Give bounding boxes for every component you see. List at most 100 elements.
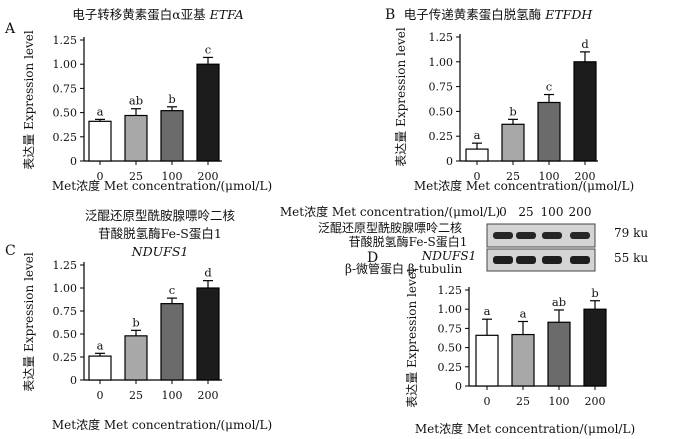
y-tick-label: 0.75 [53,305,78,318]
y-tick-label: 1.25 [53,259,78,272]
bar [160,303,184,381]
bar [511,333,535,387]
blot-band [516,232,536,239]
significance-label: b [509,104,516,118]
chart-panel-d: D 表达量 Expression level Met浓度 Met concentra… [367,250,635,436]
x-axis-label: Met浓度 Met concentration/(μmol/L) [415,421,635,436]
significance-label: ab [129,94,143,108]
x-tick-label: 0 [474,170,481,183]
significance-label: c [205,42,211,56]
y-tick-label: 0.50 [53,328,78,341]
x-tick-label: 0 [484,395,491,408]
significance-label: a [97,338,104,352]
y-tick-label: 0.75 [429,81,454,94]
significance-label: b [132,315,139,329]
blot-membrane-tubulin [486,248,596,272]
blot-row-gene: β-tubulin [408,262,463,276]
chart-title-text: 电子转移黄素蛋白α亚基 [72,7,206,22]
blot-row-name-line1: 泛醌还原型酰胺腺嘌呤二核 [318,220,462,235]
y-tick-label: 0 [446,155,453,168]
y-tick-label: 0.75 [53,82,78,95]
bar [573,61,597,162]
blot-membrane-ndufs1 [486,223,596,248]
y-tick-label: 1.00 [53,282,78,295]
y-tick-label: 1.25 [438,284,463,297]
x-tick-label: 25 [506,170,520,183]
chart-title: 电子传递黄素蛋白脱氢酶 ETFDH [404,7,594,22]
y-tick-label: 1.25 [429,31,454,44]
blot-band [570,232,590,239]
significance-label: c [169,283,175,297]
significance-label: a [484,304,491,318]
y-tick-label: 1.00 [53,58,78,71]
y-tick-label: 1.25 [53,34,78,47]
y-tick-label: 1.00 [438,303,463,316]
y-tick-label: 0 [455,380,462,393]
significance-label: b [168,92,175,106]
y-tick-label: 0.25 [438,361,463,374]
y-tick-label: 0 [70,374,77,387]
blot-row-gene: NDUFS1 [421,249,476,263]
blot-header-label: Met浓度 Met concentration/(μmol/L) [280,204,500,219]
significance-label: d [204,266,212,280]
x-tick-label: 100 [162,389,183,402]
blot-lane-label: 200 [569,205,592,219]
western-blot: Met浓度 Met concentration/(μmol/L) 0 25 100 20… [280,204,648,276]
y-tick-label: 0.25 [429,130,454,143]
bar [547,321,571,387]
x-tick-label: 0 [97,170,104,183]
y-tick-label: 0 [70,155,77,168]
bar [583,308,607,387]
significance-label: c [546,80,552,94]
y-axis-label: 表达量 Expression level [394,27,408,167]
bar [501,123,525,162]
panel-letter: A [4,21,16,37]
bar [475,334,499,387]
bar [124,114,148,162]
bar [160,110,184,162]
blot-lane-label: 25 [518,205,533,219]
x-tick-label: 25 [129,170,143,183]
x-tick-label: 100 [549,395,570,408]
significance-label: a [97,104,104,118]
chart-title-gene: ETFDH [544,7,593,22]
bar [196,287,220,381]
x-tick-label: 25 [129,389,143,402]
y-tick-label: 0.50 [429,105,454,118]
y-tick-label: 0.50 [53,107,78,120]
y-tick-label: 0.50 [438,342,463,355]
y-axis-label: 表达量 Expression level [22,30,36,170]
y-tick-label: 1.00 [429,56,454,69]
bar [465,148,489,162]
bar [88,355,112,381]
blot-band [542,232,562,239]
chart-title-gene: NDUFS1 [131,244,189,259]
x-tick-label: 200 [198,389,219,402]
blot-row-name-cn: β-微管蛋白 [345,261,404,276]
significance-label: d [581,37,589,51]
x-tick-label: 200 [198,170,219,183]
chart-panel-a: A 电子转移黄素蛋白α亚基 ETFA 表达量 Expression level Met… [4,7,272,193]
blot-band-size: 79 ku [614,226,648,240]
bar [88,120,112,162]
x-tick-label: 100 [162,170,183,183]
chart-title-text: 电子传递黄素蛋白脱氢酶 [404,7,542,22]
blot-band [493,256,513,264]
chart-title-gene: ETFA [209,7,244,22]
blot-band [570,256,590,264]
x-tick-label: 0 [97,389,104,402]
bar [196,63,220,162]
significance-label: a [520,306,527,320]
chart-title-line1: 泛醌还原型酰胺腺嘌呤二核 [85,208,236,223]
x-tick-label: 200 [585,395,606,408]
panel-letter: C [5,243,16,259]
x-axis-label: Met浓度 Met concentration/(μmol/L) [52,178,272,193]
chart-title: 电子转移黄素蛋白α亚基 ETFA [72,7,244,22]
y-axis-label: 表达量 Expression level [405,268,419,408]
x-tick-label: 100 [539,170,560,183]
blot-band-size: 55 ku [614,251,648,265]
blot-lane-label: 0 [499,205,507,219]
blot-lane-label: 100 [541,205,564,219]
